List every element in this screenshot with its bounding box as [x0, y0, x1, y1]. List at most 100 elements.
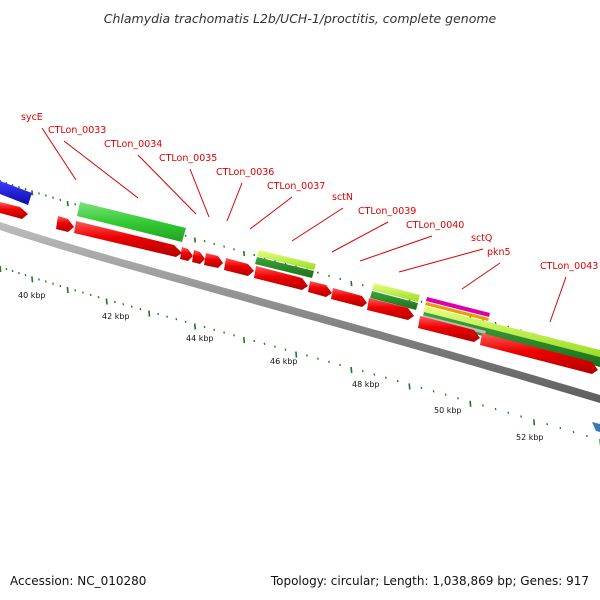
gene-label-ctlon-0033: CTLon_0033 [48, 125, 106, 136]
leader-line [249, 196, 293, 230]
minor-tick [328, 274, 330, 277]
scale-label: 50 kbp [434, 406, 462, 415]
minor-tick [184, 234, 187, 237]
scale-label: 48 kbp [352, 380, 380, 389]
map-title: Chlamydia trachomatis L2b/UCH-1/proctiti… [104, 11, 497, 26]
cds-arrow [367, 298, 414, 320]
gene-label-ctlon-0040: CTLon_0040 [406, 220, 464, 231]
minor-tick [81, 291, 84, 294]
lime-feature-segment-1 [257, 250, 316, 270]
minor-tick [444, 393, 447, 396]
gene-labels: sycE CTLon_0033 CTLon_0034 CTLon_0035 CT… [21, 112, 598, 272]
scale-label: 40 kbp [18, 291, 46, 300]
minor-tick [328, 360, 330, 363]
green-feature-segment-3 [370, 291, 418, 310]
gene-label-leaders [41, 127, 567, 323]
blue-feature-segment [0, 181, 32, 205]
major-tick [31, 276, 34, 283]
minor-tick [420, 300, 423, 303]
major-tick [105, 298, 108, 305]
minor-tick [457, 397, 459, 400]
leader-line [398, 248, 484, 273]
gene-label-syce: sycE [21, 112, 43, 123]
minor-tick [130, 305, 133, 308]
lime-feature-segment-2 [372, 283, 420, 302]
steel-feature-segment [592, 422, 600, 432]
scale-label: 44 kbp [186, 334, 214, 343]
minor-tick [11, 269, 14, 273]
green-feature-segment-2 [255, 257, 314, 278]
minor-tick [175, 318, 178, 321]
minor-tick [316, 357, 319, 360]
minor-tick [44, 194, 47, 197]
minor-tick [585, 434, 588, 438]
minor-tick [233, 334, 235, 337]
leader-line [549, 276, 567, 323]
minor-tick [157, 312, 160, 316]
minor-tick [139, 307, 142, 311]
cds-arrow [192, 250, 205, 264]
minor-tick [520, 415, 523, 418]
scale-label: 46 kbp [270, 357, 298, 366]
green-feature-segment-1 [77, 202, 186, 242]
cds-track [0, 202, 598, 374]
minor-tick [52, 282, 54, 285]
gene-label-ctlon-0039: CTLon_0039 [358, 206, 416, 217]
major-tick [0, 265, 2, 273]
major-tick [469, 400, 472, 407]
minor-tick [166, 315, 169, 318]
leader-line [226, 182, 243, 222]
major-tick [295, 351, 298, 358]
major-tick [533, 419, 536, 426]
cds-arrow [418, 316, 480, 342]
scale-label: 52 kbp [516, 433, 544, 442]
leader-line [63, 140, 139, 199]
major-tick [66, 287, 69, 294]
gene-label-pkn5: pkn5 [487, 247, 511, 258]
leader-line [137, 154, 197, 215]
gene-label-ctlon-0035: CTLon_0035 [159, 153, 217, 164]
minor-tick [507, 411, 510, 414]
major-tick [243, 337, 246, 344]
minor-tick [203, 239, 206, 243]
minor-tick [233, 248, 235, 251]
major-tick [66, 201, 69, 207]
orange-feature-segment [425, 302, 489, 321]
gene-label-ctlon-0034: CTLon_0034 [104, 139, 162, 150]
major-tick [193, 237, 197, 243]
feature-strip [0, 181, 600, 367]
minor-tick [59, 198, 62, 202]
minor-tick [420, 386, 423, 389]
minor-tick [559, 426, 562, 430]
major-tick [350, 280, 353, 287]
cds-arrow [331, 288, 367, 307]
gene-label-ctlon-0043: CTLon_0043 [540, 261, 598, 272]
minor-tick [339, 277, 342, 281]
genome-summary-text: Topology: circular; Length: 1,038,869 bp… [270, 574, 589, 588]
cds-arrow [204, 253, 223, 268]
minor-tick [316, 271, 319, 274]
gene-label-ctlon-0037: CTLon_0037 [267, 181, 325, 192]
minor-tick [361, 370, 364, 373]
minor-tick [89, 293, 92, 297]
leader-line [189, 168, 210, 218]
minor-tick [253, 339, 256, 343]
minor-tick [74, 289, 77, 292]
minor-tick [38, 192, 40, 195]
cds-arrow [480, 333, 598, 374]
minor-tick [24, 274, 27, 277]
major-tick [193, 323, 197, 330]
minor-tick [44, 280, 47, 283]
cds-arrow [56, 216, 74, 232]
gene-label-sctn: sctN [332, 192, 353, 203]
minor-tick [223, 245, 226, 248]
minor-tick [572, 430, 575, 434]
minor-tick [223, 331, 226, 334]
lime-feature-segment-3 [423, 306, 600, 357]
leader-line [291, 207, 344, 242]
minor-tick [97, 296, 100, 299]
minor-tick [361, 284, 364, 287]
minor-tick [24, 188, 27, 191]
minor-tick [203, 325, 206, 329]
minor-tick [373, 373, 376, 376]
